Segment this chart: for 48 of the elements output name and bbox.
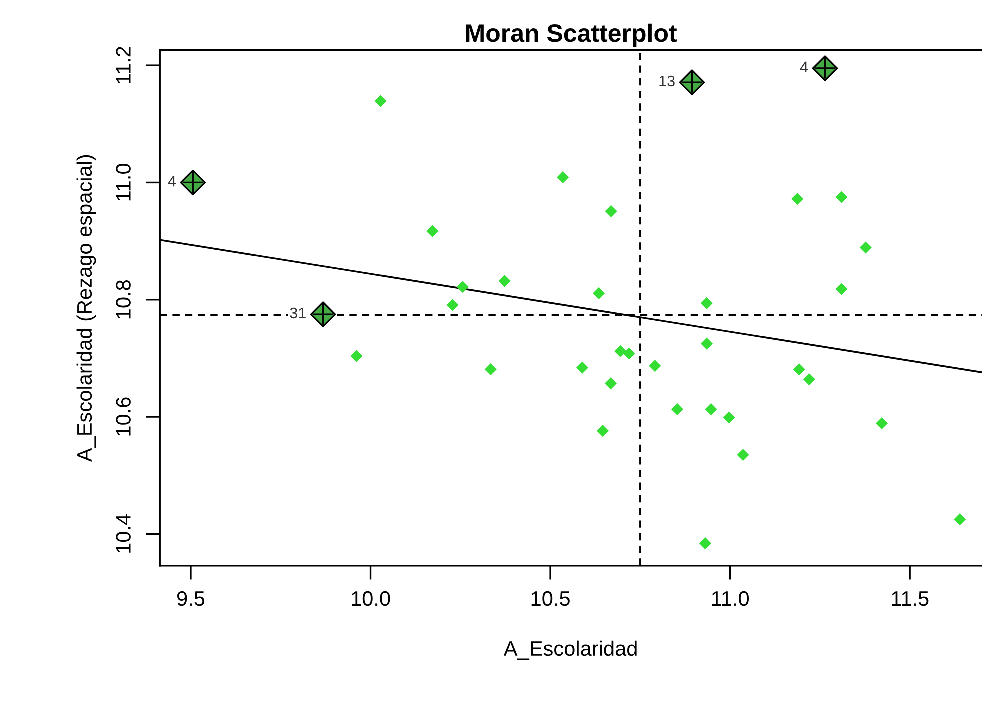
y-tick-label: 10.6 (116, 398, 131, 436)
point (836, 283, 848, 296)
point (705, 403, 718, 416)
annotation: 4 (168, 176, 176, 187)
y-tick-label: 11.0 (116, 164, 131, 201)
x-tick-label: 10.0 (352, 591, 390, 606)
point (426, 225, 439, 238)
annotation: 31 (290, 308, 306, 319)
point (557, 171, 570, 184)
point (484, 364, 497, 376)
y-tick-label: 10.4 (116, 514, 131, 553)
point (954, 514, 966, 526)
annotation: 4 (800, 62, 808, 72)
point (576, 362, 589, 374)
point (350, 350, 363, 362)
y-axis-title: A_Escolaridad (Rezago espacial) (76, 155, 96, 462)
point (649, 360, 662, 372)
y-tick-label: 11.2 (116, 47, 131, 84)
x-tick-label: 11.5 (892, 592, 929, 606)
point (700, 297, 713, 310)
point (596, 425, 610, 438)
point (791, 193, 804, 206)
point (456, 280, 469, 294)
point (446, 299, 459, 312)
point (498, 275, 511, 288)
annotation: 13 (660, 76, 675, 87)
point (614, 345, 627, 358)
point (737, 449, 750, 462)
point (623, 348, 636, 360)
x-tick-label: 10.5 (532, 591, 570, 606)
chart-title: Moran Scatterplot (466, 24, 677, 48)
point (671, 403, 684, 416)
point (593, 287, 606, 300)
point (604, 378, 617, 390)
point (803, 374, 816, 386)
x-axis-title: A_Escolaridad (504, 640, 637, 660)
point (836, 191, 848, 204)
x-tick-label: 9.5 (177, 591, 205, 606)
point (723, 412, 736, 424)
x-tick-label: 11.0 (712, 591, 750, 606)
point (700, 338, 713, 350)
point (860, 242, 872, 254)
point (605, 205, 618, 218)
point (699, 538, 712, 550)
point (374, 95, 387, 108)
y-tick-label: 10.8 (116, 280, 131, 319)
point (793, 364, 806, 376)
point (876, 417, 888, 430)
